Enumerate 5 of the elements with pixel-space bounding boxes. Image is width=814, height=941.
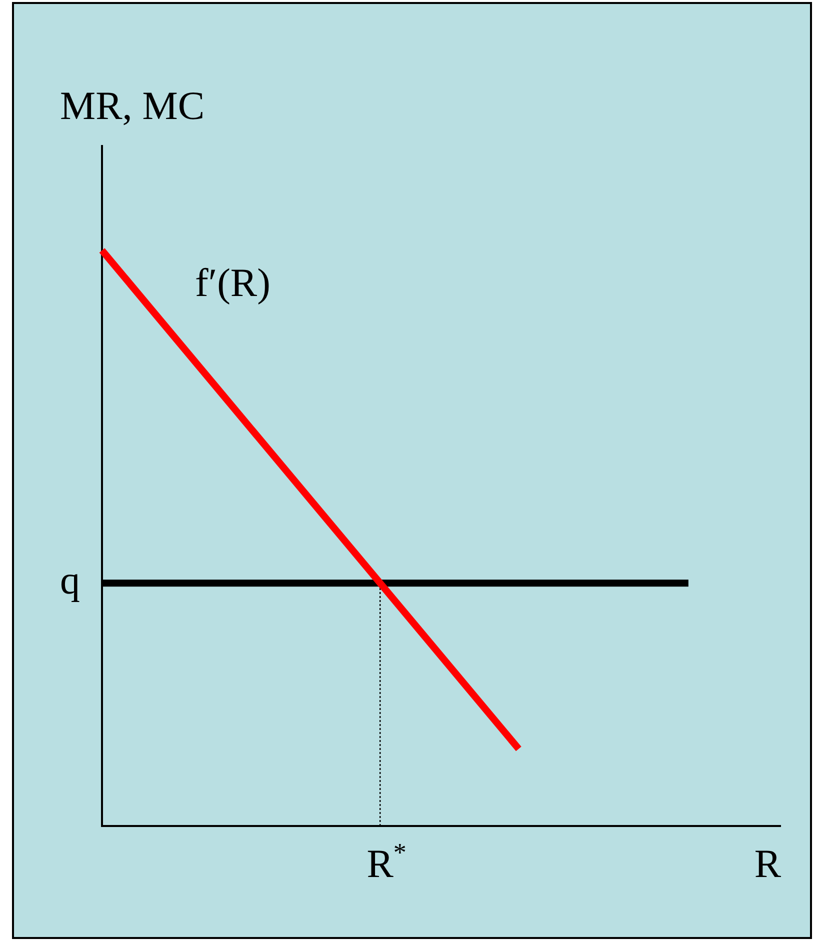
text: R*: [366, 838, 406, 886]
series-label: q: [60, 558, 80, 603]
x-axis-title: R: [754, 841, 782, 886]
series-label: f′(R): [195, 260, 270, 305]
y-axis-title: MR, MC: [60, 83, 204, 128]
